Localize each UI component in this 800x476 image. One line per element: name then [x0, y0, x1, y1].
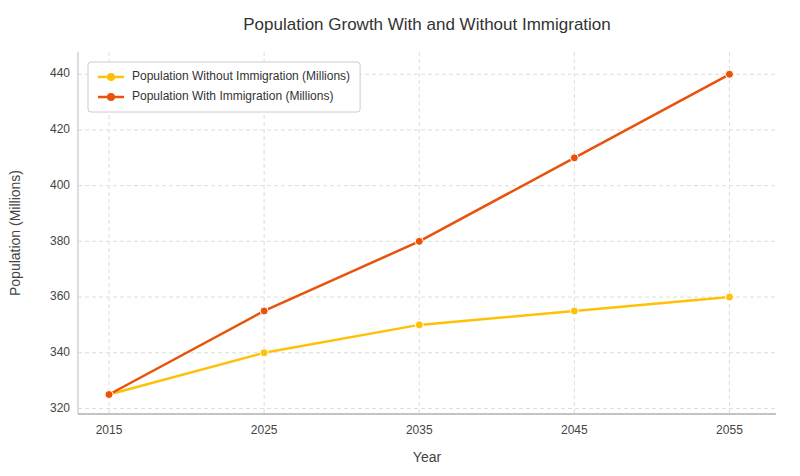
grid: [78, 52, 776, 414]
legend-marker: [107, 93, 115, 101]
x-grid-line: [419, 52, 420, 414]
y-tick-label: 380: [50, 234, 70, 248]
series-marker: [105, 391, 113, 399]
series-marker: [105, 391, 113, 399]
x-tick-label: 2015: [96, 423, 123, 437]
y-axis-label: Population (Millions): [7, 170, 23, 296]
y-grid-line: [78, 408, 776, 409]
y-tick-label: 440: [50, 66, 70, 80]
x-tick-label: 2025: [251, 423, 278, 437]
y-grid-line: [78, 297, 776, 298]
y-tick-label: 360: [50, 289, 70, 303]
x-axis-label: Year: [413, 449, 442, 465]
x-axis-line: [78, 413, 776, 414]
legend-label: Population With Immigration (Millions): [132, 89, 333, 103]
chart-container: Population Growth With and Without Immig…: [0, 0, 800, 476]
legend-item: Population Without Immigration (Millions…: [98, 69, 350, 83]
x-grid-line: [729, 52, 730, 414]
legend-item: Population With Immigration (Millions): [98, 89, 333, 103]
series-marker: [570, 307, 578, 315]
y-grid-line: [78, 352, 776, 353]
legend: Population Without Immigration (Millions…: [88, 62, 360, 112]
x-tick-label: 2055: [716, 423, 743, 437]
title: Population Growth With and Without Immig…: [243, 15, 611, 34]
series-line: [109, 74, 729, 394]
x-grid-line: [574, 52, 575, 414]
legend-box: [88, 62, 360, 112]
y-grid-line: [78, 129, 776, 130]
x-tick-label: 2035: [406, 423, 433, 437]
series-marker: [415, 321, 423, 329]
y-tick-label: 340: [50, 345, 70, 359]
y-grid-line: [78, 185, 776, 186]
series-marker: [725, 70, 733, 78]
series-marker: [260, 349, 268, 357]
plot-area: [105, 70, 733, 398]
series-marker: [260, 307, 268, 315]
y-axis-line: [78, 52, 79, 414]
series-marker: [415, 237, 423, 245]
series-marker: [570, 154, 578, 162]
y-grid-line: [78, 241, 776, 242]
y-tick-label: 400: [50, 178, 70, 192]
series-marker: [725, 293, 733, 301]
legend-marker: [107, 73, 115, 81]
legend-label: Population Without Immigration (Millions…: [132, 69, 350, 83]
y-tick-label: 320: [50, 401, 70, 415]
x-tick-label: 2045: [561, 423, 588, 437]
y-tick-label: 420: [50, 122, 70, 136]
chart-svg: Population Growth With and Without Immig…: [0, 0, 800, 476]
